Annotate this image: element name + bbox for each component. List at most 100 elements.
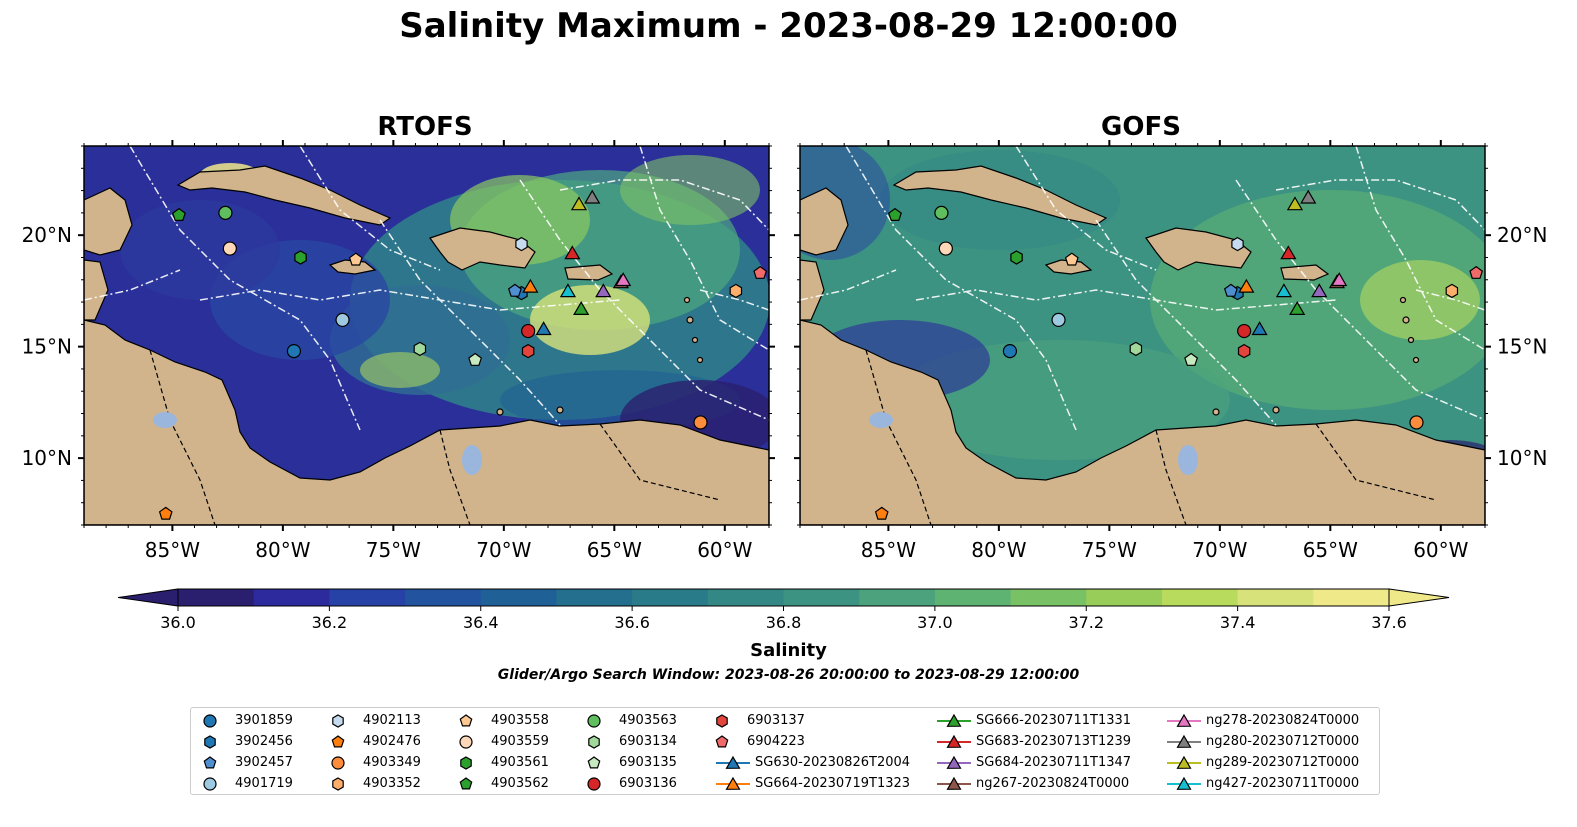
legend-item: SG684-20230711T1347 [936,753,1166,773]
legend-marker-shape [587,777,601,791]
legend-marker-icon [203,756,217,769]
obs-marker-4903558 [1064,252,1079,266]
legend-label: 4901719 [235,776,293,791]
legend-marker-icon [1167,734,1201,748]
obs-marker-SG683-20230713T1239 [564,245,581,260]
obs-marker-6903137 [1237,343,1251,359]
lon-tick-label: 75°W [366,538,421,562]
legend-marker-icon [715,735,729,748]
obs-marker-3901859 [1002,344,1018,359]
legend-marker-icon [459,777,473,790]
gofs-lakes [869,412,1198,475]
legend-marker-shape [588,735,600,749]
lon-tick-label: 60°W [697,538,752,562]
legend-item: SG683-20230713T1239 [936,732,1166,752]
rtofs-frame [83,145,770,526]
legend-label: ng289-20230712T0000 [1206,755,1360,770]
legend-marker-shape [203,714,217,728]
legend-marker-icon [1167,776,1201,790]
obs-marker-ng289-20230712T0000 [1286,196,1304,211]
obs-marker-SG684-20230711T1347 [595,283,612,298]
legend-marker-icon [716,776,750,790]
legend-item: SG630-20230826T2004 [715,753,936,773]
legend-label: 3901859 [235,713,293,728]
obs-marker-6903135 [1184,352,1199,366]
legend-marker-shape [587,714,601,728]
legend-item: 4903561 [459,753,587,773]
gofs-observation-markers [874,189,1484,520]
lon-tick-label: 65°W [1303,538,1358,562]
obs-marker-3902457 [1223,283,1238,297]
legend-item: 3902457 [203,753,331,773]
legend-marker-icon [937,755,971,769]
legend-marker-icon [460,756,472,770]
colorbar-segment [859,589,936,606]
legend-item: 4903558 [459,711,587,731]
colorbar-tick-label: 36.4 [463,613,499,632]
legend-item: ng267-20230824T0000 [936,774,1166,794]
lon-tick-label: 85°W [145,538,200,562]
obs-marker-ng289-20230712T0000 [570,196,588,211]
obs-marker-SG683-20230713T1239 [1280,245,1297,260]
legend-label: 4903349 [363,755,421,770]
legend-item: 4903349 [331,753,459,773]
legend-marker-icon [1167,755,1201,769]
legend-marker-shape [204,735,216,749]
legend-item: 4903563 [587,711,715,731]
figure-title: Salinity Maximum - 2023-08-29 12:00:00 [399,6,1178,46]
legend-marker-icon [204,735,216,749]
legend-label: 6904223 [747,734,805,749]
colorbar-segment [783,589,860,606]
obs-marker-ng427-20230711T0000 [1275,283,1293,298]
legend-item: 4902476 [331,732,459,752]
legend-marker-shape [332,714,344,728]
obs-marker-4903561 [294,250,307,265]
colorbar-segment [480,589,557,606]
obs-marker-ng280-20230712T0000 [584,189,601,204]
legend-item: 6903137 [715,711,936,731]
legend-marker-shape [946,776,962,790]
lon-tick-label: 70°W [476,538,531,562]
legend-marker-shape [946,755,962,769]
lat-tick-label: 15°N [1497,335,1547,359]
colorbar-segment [1010,589,1087,606]
legend-label: ng427-20230711T0000 [1206,776,1360,791]
obs-marker-ng278-20230824T0000 [615,272,632,287]
legend-label: SG683-20230713T1239 [976,734,1132,749]
legend-marker-icon [332,777,344,791]
obs-marker-3902457 [507,283,522,297]
legend-marker-icon [937,734,971,748]
legend-item: 4902113 [331,711,459,731]
obs-marker-ng278-20230824T0000 [1331,272,1348,287]
lon-tick-label: 80°W [255,538,310,562]
obs-marker-4902113 [515,236,528,252]
legend-marker-shape [716,714,728,728]
colorbar-label: Salinity [750,640,827,661]
rtofs-observation-markers [158,189,768,520]
legend-marker-shape [459,714,473,727]
lon-tick-label: 60°W [1413,538,1468,562]
legend-marker-shape [331,756,345,770]
gofs-eez-lines [800,146,1485,431]
legend-marker-icon [459,735,473,749]
legend-item: 6903134 [587,732,715,752]
legend-item: SG666-20230711T1331 [936,711,1166,731]
legend-label: SG666-20230711T1331 [976,713,1132,728]
obs-marker-4903558 [348,252,363,266]
panel-title-gofs: GOFS [1101,112,1181,142]
colorbar-tick-label: 36.6 [614,613,650,632]
legend-marker-shape [203,777,217,791]
legend-item: ng280-20230712T0000 [1166,732,1376,752]
legend-item: 3901859 [203,711,331,731]
legend-marker-shape [1176,776,1192,790]
colorbar-extend-high [1388,588,1450,607]
colorbar-segment [1161,589,1239,606]
obs-marker-4903349 [1409,415,1424,430]
legend-marker-shape [946,713,962,727]
gofs-frame [799,145,1486,526]
legend-marker-icon [203,777,217,791]
legend-item: 4901719 [203,774,331,794]
legend-marker-icon [587,777,601,791]
legend-label: ng278-20230824T0000 [1206,713,1360,728]
obs-marker-6903134 [1129,341,1143,357]
